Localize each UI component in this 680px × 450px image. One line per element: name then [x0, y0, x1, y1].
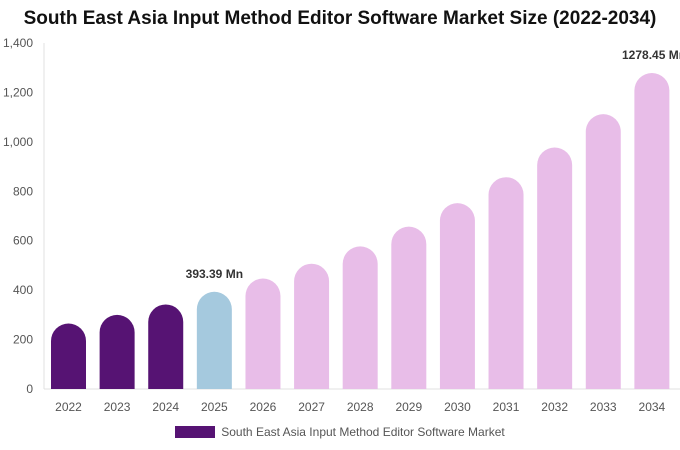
bar-2028 [342, 246, 378, 389]
bar-2030 [439, 203, 475, 389]
bar-2029 [391, 226, 427, 389]
bar-2025 [196, 291, 232, 389]
x-tick-label: 2032 [541, 400, 568, 414]
bar-2026 [245, 278, 281, 389]
bar-2034 [634, 73, 670, 389]
legend-label: South East Asia Input Method Editor Soft… [221, 425, 505, 439]
x-tick-label: 2034 [639, 400, 666, 414]
legend: South East Asia Input Method Editor Soft… [0, 425, 680, 439]
bar-2027 [294, 263, 330, 389]
x-tick-label: 2026 [250, 400, 277, 414]
x-tick-label: 2025 [201, 400, 228, 414]
y-tick-label: 200 [13, 333, 33, 347]
y-tick-label: 1,200 [3, 85, 33, 99]
y-tick-label: 1,000 [3, 135, 33, 149]
x-tick-label: 2024 [152, 400, 179, 414]
bar-2022 [51, 323, 86, 389]
x-tick-label: 2022 [55, 400, 82, 414]
chart-title: South East Asia Input Method Editor Soft… [23, 8, 657, 29]
x-tick-label: 2030 [444, 400, 471, 414]
bar-2031 [488, 177, 524, 389]
y-tick-label: 0 [26, 382, 33, 396]
x-tick-label: 2029 [395, 400, 422, 414]
x-tick-label: 2027 [298, 400, 325, 414]
x-tick-label: 2028 [347, 400, 374, 414]
x-tick-label: 2031 [493, 400, 520, 414]
bar-2032 [537, 147, 573, 389]
y-tick-label: 600 [13, 234, 33, 248]
bar-2024 [148, 304, 184, 389]
legend-swatch [175, 426, 216, 438]
x-tick-label: 2033 [590, 400, 617, 414]
x-tick-label: 2023 [104, 400, 131, 414]
y-tick-label: 1,400 [3, 36, 33, 50]
y-tick-label: 800 [13, 184, 33, 198]
y-tick-label: 400 [13, 283, 33, 297]
bar-2023 [99, 314, 135, 389]
bar-2033 [585, 114, 621, 390]
data-label-2034: 1278.45 Mn [622, 48, 680, 62]
data-label-2025: 393.39 Mn [186, 267, 243, 281]
